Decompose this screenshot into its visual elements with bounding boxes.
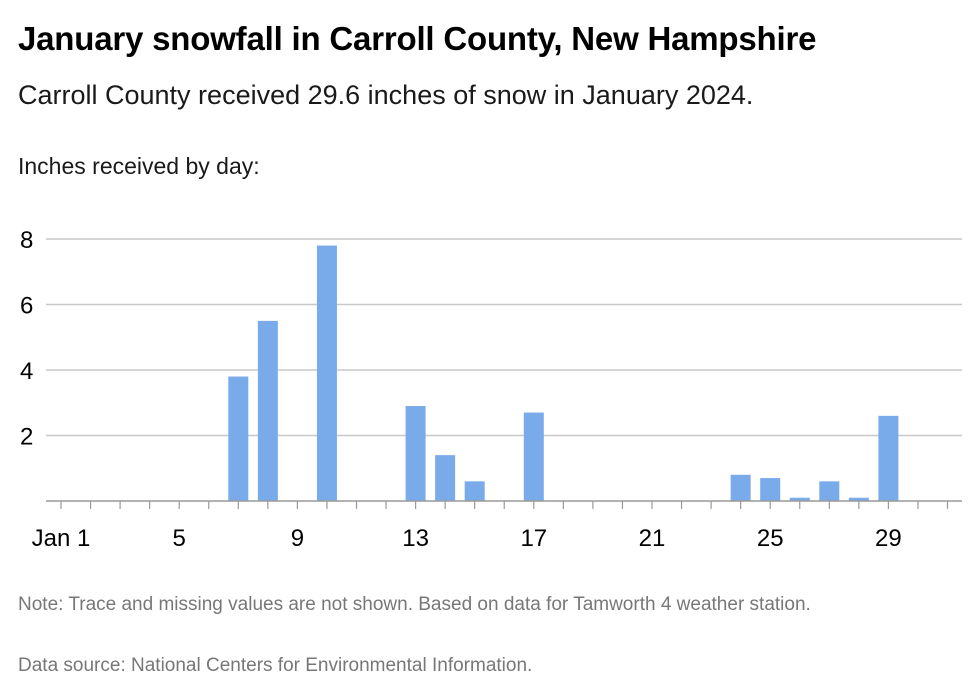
y-tick-label: 8: [20, 227, 33, 254]
x-tick-label: Jan 1: [32, 525, 91, 552]
y-tick-label: 6: [20, 293, 33, 320]
bar-day-8: [257, 320, 278, 501]
bar-day-26: [789, 497, 810, 501]
y-tick-label: 4: [20, 358, 33, 385]
y-tick-label: 2: [20, 424, 33, 451]
bar-day-15: [464, 481, 485, 501]
bar-day-14: [435, 455, 456, 501]
x-axis: [46, 500, 962, 509]
gridlines: [46, 238, 962, 437]
x-tick-label: 29: [875, 525, 902, 552]
bar-day-28: [848, 497, 869, 501]
x-tick-label: 25: [757, 525, 784, 552]
bar-day-29: [878, 415, 899, 501]
x-axis-ticks: Jan 1 5 9 13 17 21 25 29: [32, 525, 902, 552]
bar-day-25: [760, 478, 781, 501]
x-tick-label: 9: [291, 525, 304, 552]
x-tick-label: 21: [639, 525, 666, 552]
bar-chart: 2 4 6 8 Jan 1 5 9 13 17 21 25 29: [20, 227, 962, 552]
y-axis-label: Inches received by day:: [18, 153, 260, 179]
bar-day-13: [405, 406, 426, 501]
y-axis-ticks: 2 4 6 8: [20, 227, 33, 451]
chart-title: January snowfall in Carroll County, New …: [18, 20, 817, 57]
bars: [228, 245, 899, 501]
x-tick-label: 17: [520, 525, 547, 552]
x-tick-label: 5: [173, 525, 186, 552]
bar-day-10: [316, 245, 337, 501]
bar-day-17: [523, 412, 544, 501]
bar-day-24: [730, 474, 751, 501]
chart-subtitle: Carroll County received 29.6 inches of s…: [18, 80, 754, 110]
bar-day-27: [819, 481, 840, 501]
data-source: Data source: National Centers for Enviro…: [18, 655, 533, 676]
x-tick-label: 13: [402, 525, 429, 552]
chart-note: Note: Trace and missing values are not s…: [18, 594, 811, 615]
bar-day-7: [228, 376, 249, 501]
